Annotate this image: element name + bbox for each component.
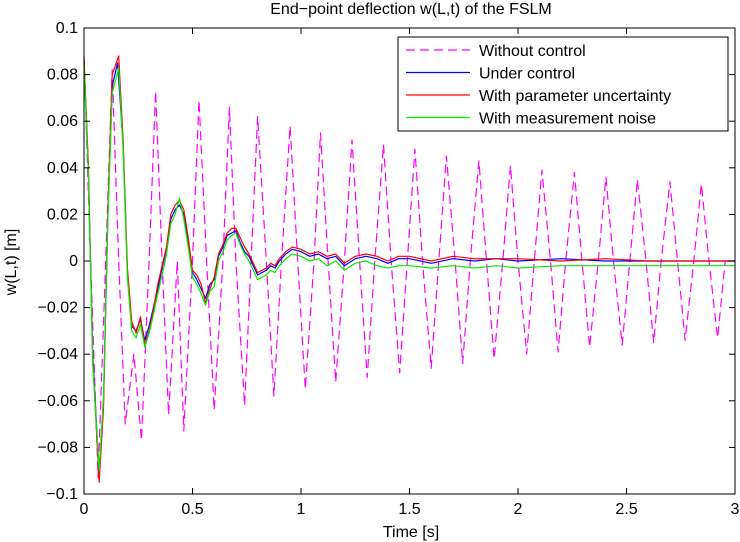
y-tick-label: −0.1: [46, 486, 78, 503]
legend-entry-3: With measurement noise: [479, 111, 656, 128]
y-tick-label: −0.08: [38, 439, 79, 456]
series-layer: [83, 55, 735, 483]
series-line-3: [83, 62, 735, 472]
legend-entry-2: With parameter uncertainty: [479, 88, 671, 105]
legend-box: [397, 36, 729, 132]
y-tick-label: −0.02: [38, 300, 79, 317]
y-tick-label: −0.06: [38, 393, 79, 410]
y-axis-label: w(L,t) [m]: [3, 229, 20, 297]
y-tick-label: −0.04: [38, 346, 79, 363]
ticks-layer: 0 0.5 1 1.5 2 2.5 3 0.1 0.08 0.06 0.04 0.02 0 −0.02 −0…: [38, 20, 740, 518]
x-tick-label: 2: [514, 501, 523, 518]
x-tick-label: 0.5: [181, 501, 203, 518]
y-tick-label: 0.06: [47, 113, 78, 130]
y-tick-label: 0.04: [47, 160, 78, 177]
y-tick-label: 0.1: [56, 20, 78, 37]
legend: Without control Under control With paramet…: [397, 36, 729, 132]
series-line-2: [83, 55, 735, 483]
legend-entry-0: Without control: [479, 43, 586, 60]
x-tick-label: 0: [80, 501, 89, 518]
y-tick-label: 0.02: [47, 206, 78, 223]
y-tick-label: 0: [69, 253, 78, 270]
x-tick-label: 1: [297, 501, 306, 518]
legend-entry-1: Under control: [479, 66, 575, 83]
series-line-0: [83, 55, 735, 479]
y-tick-label: 0.08: [47, 67, 78, 84]
x-tick-label: 2.5: [615, 501, 637, 518]
x-tick-label: 1.5: [398, 501, 420, 518]
x-axis-label: Time [s]: [383, 524, 439, 541]
chart-title: End−point deflection w(L,t) of the FSLM: [270, 1, 551, 18]
x-tick-label: 3: [731, 501, 740, 518]
